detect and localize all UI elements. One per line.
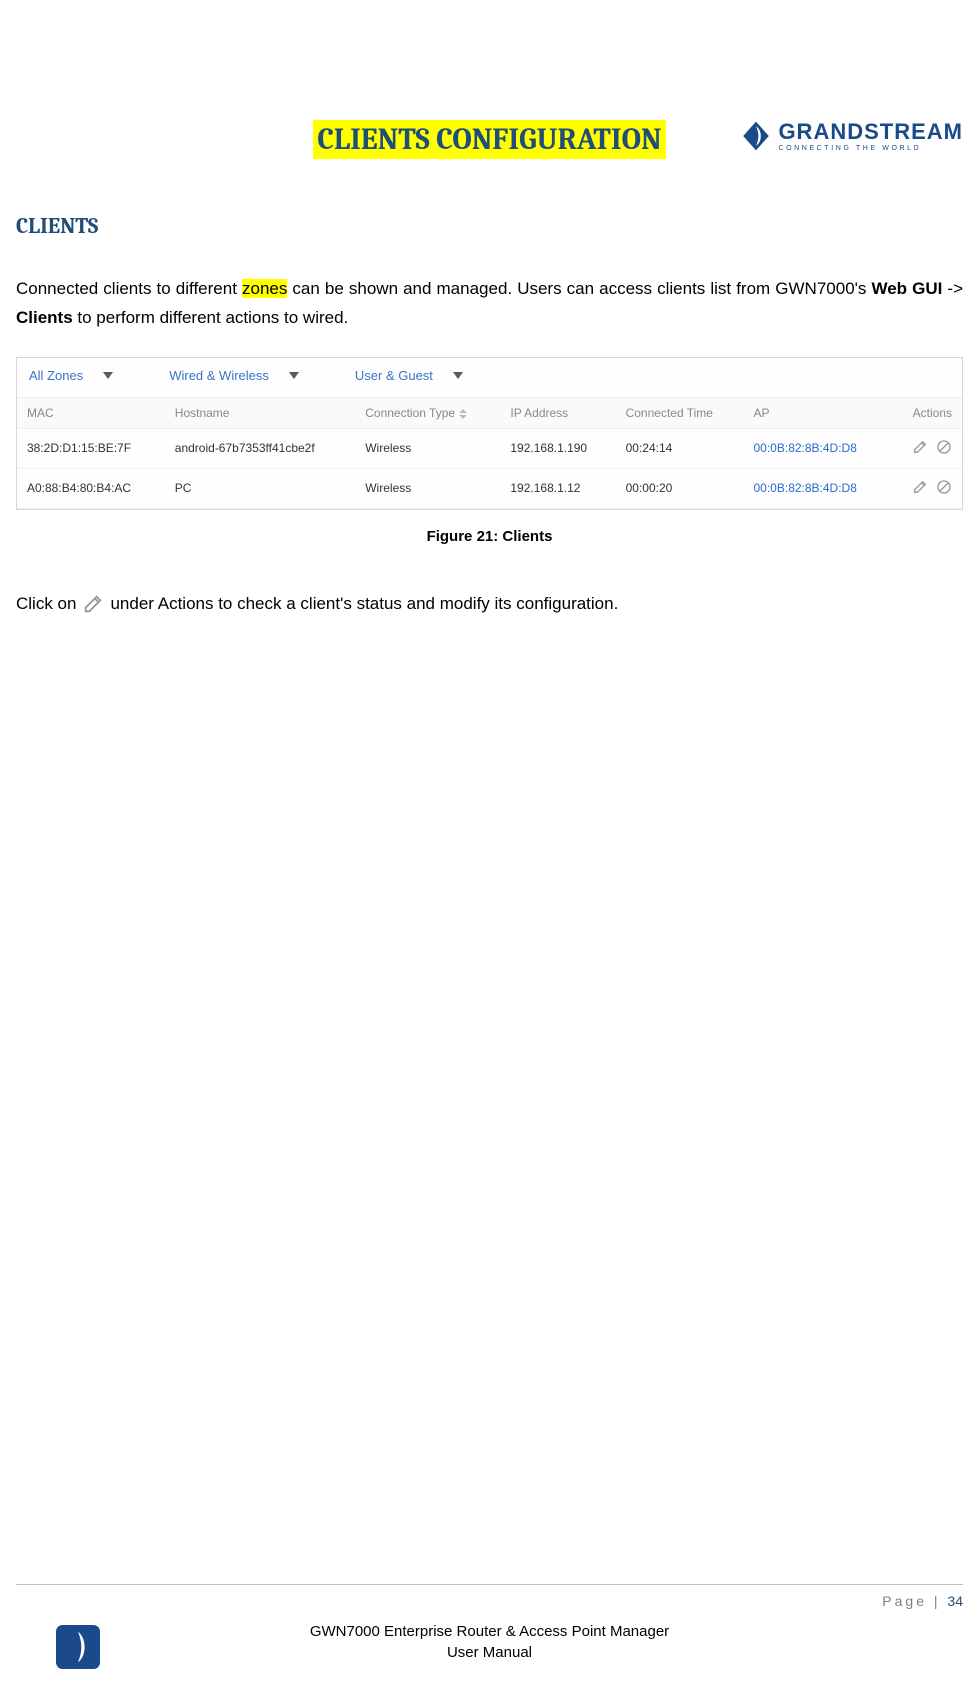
page-number: Page | 34	[16, 1593, 963, 1609]
cell-ip: 192.168.1.12	[500, 468, 615, 508]
bold-clients: Clients	[16, 308, 73, 327]
para2-pre: Click on	[16, 594, 76, 614]
table-row: A0:88:B4:80:B4:AC PC Wireless 192.168.1.…	[17, 468, 962, 508]
cell-actions	[890, 468, 962, 508]
grandstream-mark-icon	[740, 120, 772, 152]
cell-time: 00:00:20	[616, 468, 744, 508]
footer-line1: GWN7000 Enterprise Router & Access Point…	[310, 1623, 669, 1640]
brand-name: GRANDSTREAM	[778, 121, 963, 143]
col-ip-address[interactable]: IP Address	[500, 397, 615, 428]
filter-all-zones[interactable]: All Zones	[29, 368, 169, 383]
chevron-down-icon	[103, 372, 113, 379]
para2-post: under Actions to check a client's status…	[110, 594, 618, 614]
cell-hostname: android-67b7353ff41cbe2f	[165, 428, 355, 468]
filter-label: Wired & Wireless	[169, 368, 269, 383]
block-icon[interactable]	[936, 439, 952, 455]
click-on-paragraph: Click on under Actions to check a client…	[16, 593, 963, 615]
table-header-row: MAC Hostname Connection Type IP Address …	[17, 397, 962, 428]
footer-title: GWN7000 Enterprise Router & Access Point…	[16, 1621, 963, 1663]
page-label: Page |	[882, 1593, 947, 1609]
table-row: 38:2D:D1:15:BE:7F android-67b7353ff41cbe…	[17, 428, 962, 468]
filter-bar: All Zones Wired & Wireless User & Guest	[17, 358, 962, 397]
edit-icon[interactable]	[912, 479, 928, 495]
cell-connection-type: Wireless	[355, 468, 500, 508]
figure-caption: Figure 21: Clients	[16, 528, 963, 545]
filter-user-guest[interactable]: User & Guest	[355, 368, 519, 383]
cell-mac: A0:88:B4:80:B4:AC	[17, 468, 165, 508]
intro-text-pre: Connected clients to different	[16, 279, 242, 298]
edit-icon	[82, 593, 104, 615]
arrow-text: ->	[942, 279, 963, 298]
footer-line2: User Manual	[447, 1644, 532, 1661]
page-title-text: CLIENTS CONFIGURATION	[313, 120, 665, 159]
chevron-down-icon	[289, 372, 299, 379]
cell-connection-type: Wireless	[355, 428, 500, 468]
col-label: Connection Type	[365, 406, 455, 420]
page-footer: Page | 34 GWN7000 Enterprise Router & Ac…	[16, 1584, 963, 1663]
col-ap[interactable]: AP	[744, 397, 891, 428]
col-actions: Actions	[890, 397, 962, 428]
bold-web-gui: Web GUI	[871, 279, 942, 298]
section-heading-clients: CLIENTS	[16, 213, 963, 239]
footer-divider	[16, 1584, 963, 1585]
cell-time: 00:24:14	[616, 428, 744, 468]
intro-paragraph: Connected clients to different zones can…	[16, 275, 963, 333]
col-mac[interactable]: MAC	[17, 397, 165, 428]
clients-table: MAC Hostname Connection Type IP Address …	[17, 397, 962, 509]
page-number-value: 34	[947, 1593, 963, 1609]
cell-actions	[890, 428, 962, 468]
filter-label: All Zones	[29, 368, 83, 383]
block-icon[interactable]	[936, 479, 952, 495]
cell-ap-link[interactable]: 00:0B:82:8B:4D:D8	[744, 468, 891, 508]
edit-icon[interactable]	[912, 439, 928, 455]
cell-mac: 38:2D:D1:15:BE:7F	[17, 428, 165, 468]
grandstream-badge-icon	[56, 1625, 100, 1669]
cell-ap-link[interactable]: 00:0B:82:8B:4D:D8	[744, 428, 891, 468]
filter-label: User & Guest	[355, 368, 433, 383]
col-connected-time[interactable]: Connected Time	[616, 397, 744, 428]
intro-text-post: to perform different actions to wired.	[73, 308, 349, 327]
brand-logo-text: GRANDSTREAM CONNECTING THE WORLD	[778, 121, 963, 152]
col-connection-type[interactable]: Connection Type	[355, 397, 500, 428]
cell-hostname: PC	[165, 468, 355, 508]
cell-ip: 192.168.1.190	[500, 428, 615, 468]
highlight-zones: zones	[242, 279, 287, 298]
filter-wired-wireless[interactable]: Wired & Wireless	[169, 368, 355, 383]
chevron-down-icon	[453, 372, 463, 379]
intro-text-mid: can be shown and managed. Users can acce…	[287, 279, 871, 298]
sort-icon	[459, 409, 467, 419]
brand-logo: GRANDSTREAM CONNECTING THE WORLD	[740, 120, 963, 152]
col-hostname[interactable]: Hostname	[165, 397, 355, 428]
brand-tagline: CONNECTING THE WORLD	[778, 145, 963, 152]
clients-screenshot: All Zones Wired & Wireless User & Guest …	[16, 357, 963, 510]
